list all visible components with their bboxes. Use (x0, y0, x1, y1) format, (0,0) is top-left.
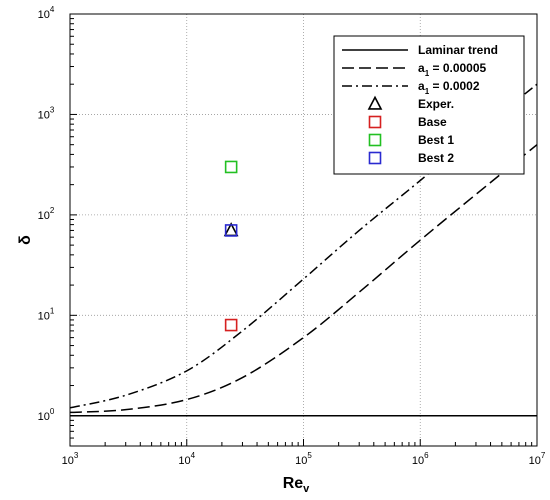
data-point-best-2 (224, 224, 238, 237)
x-tick-label: 105 (295, 451, 312, 467)
x-tick-label: 103 (62, 451, 79, 467)
legend-label-best-2: Best 2 (418, 151, 454, 165)
x-axis-label: Rev (283, 475, 310, 495)
y-tick-label: 100 (38, 407, 55, 423)
legend-label-base: Base (418, 115, 447, 129)
y-tick-label: 103 (38, 105, 55, 121)
y-tick-label: 104 (38, 5, 55, 21)
x-tick-label: 106 (412, 451, 429, 467)
data-point-base (224, 318, 238, 332)
legend-box (333, 35, 525, 175)
x-tick-label: 104 (178, 451, 195, 467)
legend-label-a-0-00005: a1 = 0.00005 (418, 61, 487, 78)
legend-label-exper: Exper. (418, 97, 454, 111)
legend-marker-best-1 (368, 133, 382, 147)
data-point-best-1 (224, 160, 238, 174)
axes: 103 104 105 106 107 100 101 102 103 104 (38, 5, 546, 467)
legend-marker-best-2 (368, 151, 382, 165)
y-axis-label: δ (17, 235, 34, 245)
legend-label-a-0-0002: a1 = 0.0002 (418, 79, 480, 96)
legend-marker-exper (367, 95, 383, 110)
series-line-a-0-0002 (69, 83, 538, 409)
x-tick-label: 107 (529, 451, 546, 467)
y-tick-label: 102 (38, 206, 55, 222)
legend-label-laminar-trend: Laminar trend (418, 43, 498, 57)
legend-marker-base (368, 115, 382, 129)
legend-label-best-1: Best 1 (418, 133, 454, 147)
y-tick-label: 101 (38, 306, 55, 322)
